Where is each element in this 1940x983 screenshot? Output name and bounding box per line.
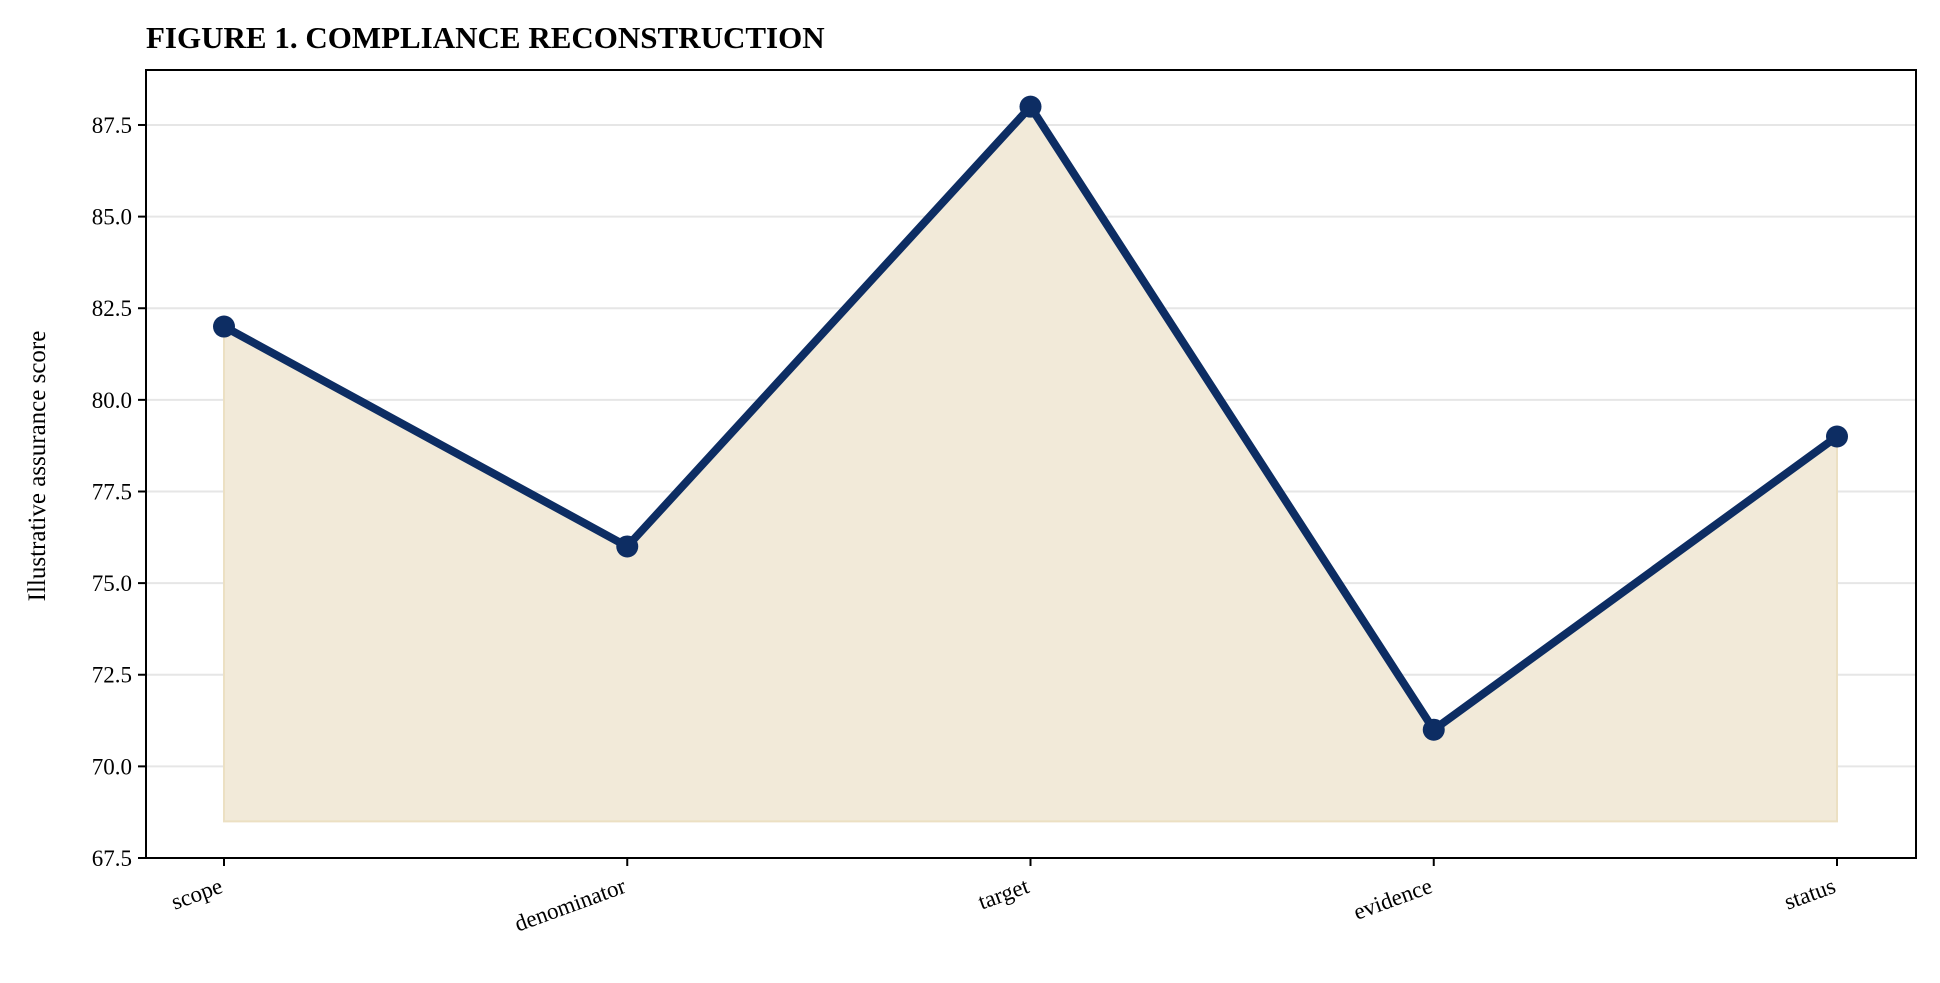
x-tick-label: scope — [168, 873, 226, 914]
y-tick-label: 87.5 — [92, 113, 132, 138]
y-tick-label: 75.0 — [92, 571, 132, 596]
chart-title: FIGURE 1. COMPLIANCE RECONSTRUCTION — [146, 20, 825, 55]
y-axis-ticks: 67.5 70.0 72.5 75.0 77.5 80.0 82.5 85.0 87.5 — [92, 113, 146, 871]
y-tick-label: 82.5 — [92, 296, 132, 321]
y-tick-label: 85.0 — [92, 205, 132, 230]
x-tick-label: target — [975, 873, 1033, 914]
area-fill-layer — [223, 105, 1838, 823]
x-axis-ticks: scope denominator target evidence status — [168, 858, 1839, 936]
x-tick-label: status — [1781, 873, 1839, 914]
data-point — [616, 535, 639, 558]
data-points — [213, 95, 1848, 741]
area-fill — [223, 105, 1838, 823]
data-point — [1019, 95, 1042, 118]
y-axis-label: Illustrative assurance score — [24, 331, 51, 602]
x-tick-label: evidence — [1350, 873, 1435, 924]
x-tick-label: denominator — [511, 873, 629, 936]
data-point — [213, 315, 235, 338]
data-point — [1422, 718, 1445, 741]
y-tick-label: 70.0 — [92, 754, 132, 779]
data-point — [1826, 425, 1848, 448]
y-tick-label: 77.5 — [92, 479, 132, 504]
y-tick-label: 67.5 — [92, 846, 132, 871]
y-tick-label: 72.5 — [92, 663, 132, 688]
y-tick-label: 80.0 — [92, 388, 132, 413]
